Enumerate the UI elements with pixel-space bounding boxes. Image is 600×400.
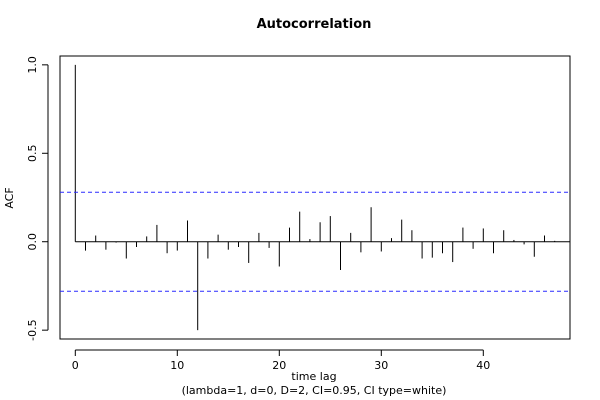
x-tick-label: 30 bbox=[374, 359, 388, 372]
chart-subtitle: (lambda=1, d=0, D=2, CI=0.95, CI type=wh… bbox=[182, 384, 447, 397]
y-tick-label: 0.5 bbox=[26, 145, 39, 163]
y-tick-label: -0.5 bbox=[26, 319, 39, 340]
y-axis: -0.5 0.0 0.5 1.0 bbox=[26, 56, 49, 341]
acf-spikes bbox=[74, 64, 570, 331]
plot-frame bbox=[59, 55, 571, 340]
y-axis-label: ACF bbox=[3, 187, 16, 208]
y-tick-label: 1.0 bbox=[26, 56, 39, 74]
chart-title: Autocorrelation bbox=[257, 17, 372, 32]
x-tick-label: 40 bbox=[476, 359, 490, 372]
x-tick-label: 0 bbox=[72, 359, 79, 372]
x-tick-label: 10 bbox=[170, 359, 184, 372]
x-axis: 0 10 20 30 40 bbox=[72, 349, 490, 372]
confidence-bands bbox=[60, 191, 570, 292]
x-axis-label: time lag bbox=[291, 370, 336, 383]
x-tick-label: 20 bbox=[272, 359, 286, 372]
y-tick-label: 0.0 bbox=[26, 233, 39, 251]
